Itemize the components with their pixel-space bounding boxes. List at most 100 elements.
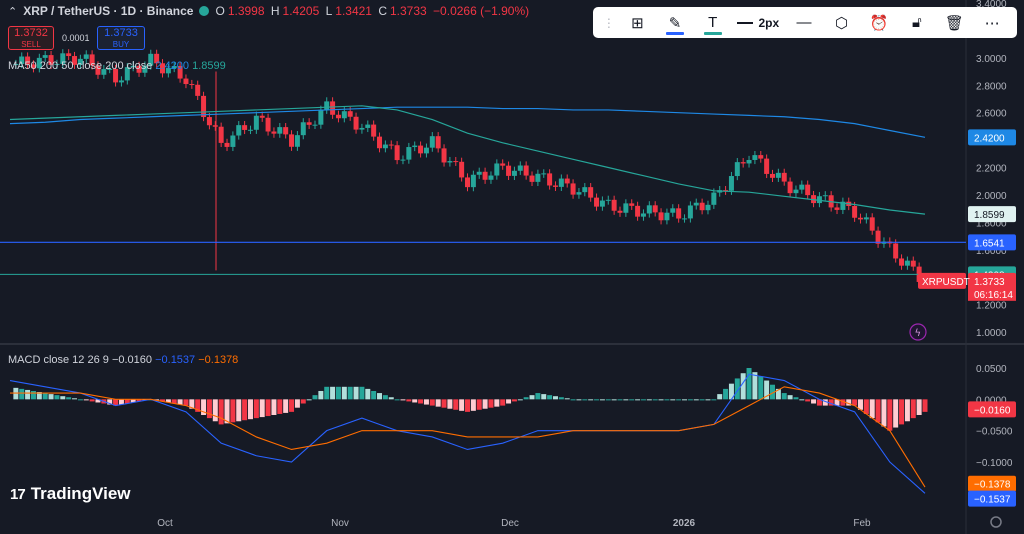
candle-body — [811, 195, 817, 204]
histogram-bar — [183, 399, 189, 406]
histogram-bar — [594, 399, 600, 401]
candle-body — [201, 95, 207, 118]
candle-body — [289, 134, 295, 147]
candle-body — [640, 213, 646, 217]
histogram-bar — [341, 386, 347, 400]
macd-axis[interactable]: 0.0500 0.0000 −0.0500 −0.1000 — [976, 364, 1013, 469]
histogram-bar — [734, 378, 740, 400]
histogram-bar — [400, 399, 406, 401]
histogram-bar — [740, 373, 746, 400]
histogram-bar — [83, 399, 89, 401]
candle-body — [781, 172, 787, 182]
candle-body — [324, 101, 330, 110]
drag-handle-icon[interactable]: ⋮ — [602, 15, 615, 30]
ma-legend[interactable]: MA50 200 50 close 200 close 2.4200 1.859… — [8, 60, 226, 72]
histogram-bar — [547, 395, 553, 400]
sell-button[interactable]: 1.3732 SELL — [8, 26, 54, 50]
candle-body — [635, 205, 641, 217]
histogram-bar — [283, 399, 289, 413]
histogram-bar — [206, 399, 212, 419]
candle-body — [101, 69, 107, 75]
last-price-label-bg — [968, 272, 1016, 289]
text-color-icon[interactable]: T — [699, 10, 727, 36]
candle-body — [418, 145, 424, 154]
collapse-icon[interactable]: ⌃ — [8, 5, 18, 18]
candle-body — [72, 56, 78, 65]
candle-body — [875, 230, 881, 244]
candle-body — [511, 170, 517, 176]
candle-body — [271, 131, 277, 134]
histogram-bar — [623, 399, 629, 401]
histogram-bar — [535, 393, 541, 400]
candle-body — [529, 175, 535, 182]
candle-body — [523, 165, 529, 176]
candle-body — [377, 136, 383, 149]
histogram-bar — [171, 399, 177, 404]
histogram-bar — [441, 399, 447, 408]
price-tick-label: 1.0000 — [976, 328, 1007, 339]
buy-button[interactable]: 1.3733 BUY — [97, 26, 145, 50]
candle-body — [124, 67, 130, 81]
histogram-bar — [242, 399, 248, 421]
time-tick-label: Dec — [501, 518, 519, 529]
candle-body — [664, 212, 670, 221]
candle-body — [693, 202, 699, 206]
histogram-bar — [506, 399, 512, 404]
line-style-icon[interactable]: — — [796, 14, 812, 31]
candle-body — [435, 136, 441, 149]
candle-body — [506, 165, 512, 176]
histogram-bar — [195, 399, 201, 412]
histogram-bar — [775, 388, 781, 400]
histogram-bar — [781, 393, 787, 400]
histogram-bar — [529, 395, 535, 400]
trash-icon[interactable]: 🗑︎ — [944, 14, 964, 32]
histogram-bar — [805, 399, 811, 402]
histogram-bar — [787, 395, 793, 400]
histogram-bar — [382, 395, 388, 400]
histogram-bar — [230, 399, 236, 423]
candle-body — [394, 145, 400, 161]
histogram-bar — [289, 399, 295, 412]
time-axis[interactable]: Oct Nov Dec 2026 Feb — [157, 518, 871, 529]
histogram-bar — [840, 399, 846, 406]
histogram-bar — [852, 399, 858, 406]
ma50-price-label-bg — [968, 206, 1016, 223]
candle-body — [711, 192, 717, 205]
histogram-bar — [640, 399, 646, 401]
templates-icon[interactable]: ⊞ — [631, 14, 644, 32]
price-tick-label: 1.2000 — [976, 301, 1007, 312]
histogram-bar — [541, 394, 547, 400]
histogram-bar — [435, 399, 441, 407]
lock-icon[interactable]: 🔓︎ — [911, 14, 922, 31]
price-tick-label: 2.6000 — [976, 109, 1007, 120]
alert-clock-icon[interactable]: ⏰ — [869, 14, 889, 32]
histogram-bar — [764, 380, 770, 400]
histogram-bar — [904, 399, 910, 422]
price-tick-label: 3.4000 — [976, 0, 1007, 10]
candle-body — [236, 125, 242, 136]
settings-icon[interactable] — [990, 516, 1002, 528]
candle-body — [83, 54, 89, 59]
last-price-label-text: 1.3733 — [974, 277, 1005, 288]
macd-line — [9, 373, 926, 494]
candle-body — [558, 178, 564, 187]
candle-body — [822, 195, 828, 197]
lightning-icon[interactable] — [909, 323, 927, 341]
histogram-bar — [306, 399, 312, 401]
pencil-icon[interactable]: ✎ — [661, 10, 689, 36]
tv-logo-icon: 17 — [10, 485, 26, 503]
candle-body — [154, 53, 160, 64]
histogram-bar — [429, 399, 435, 406]
ma50-price-label-text: 1.8599 — [974, 210, 1005, 221]
candle-body — [611, 199, 617, 211]
more-icon[interactable]: ⋯ — [984, 14, 1000, 32]
ma200-price-label-bg — [968, 129, 1016, 146]
line-width-button[interactable]: 2px — [736, 10, 780, 36]
symbol-title[interactable]: XRP / TetherUS · 1D · Binance — [23, 4, 194, 18]
histogram-bar — [758, 376, 764, 400]
settings-hex-icon[interactable]: ⬡ — [835, 14, 849, 32]
macd-legend[interactable]: MACD close 12 26 9 −0.0160 −0.1537 −0.13… — [8, 354, 239, 366]
histogram-bar — [377, 393, 383, 400]
candle-body — [899, 258, 905, 266]
